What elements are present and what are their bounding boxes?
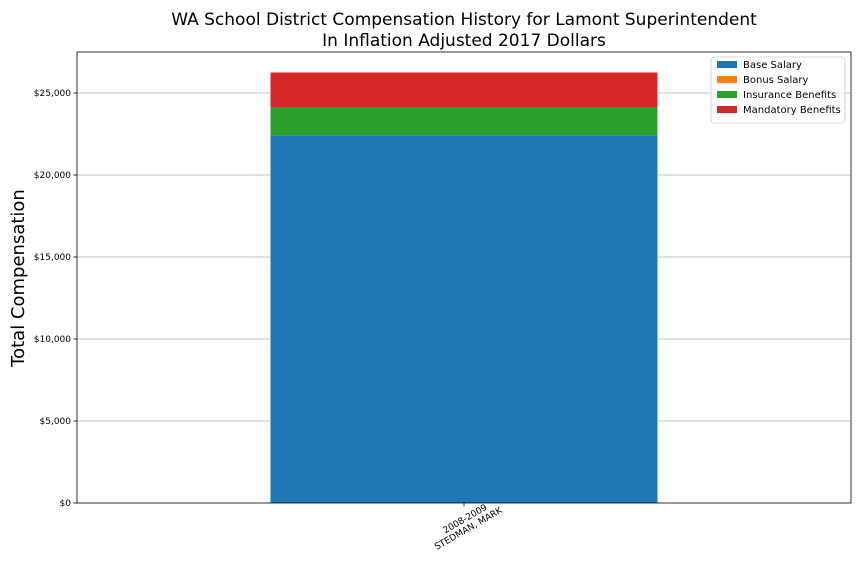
legend-swatch — [717, 91, 737, 98]
y-tick-label: $25,000 — [34, 89, 71, 99]
legend-label: Insurance Benefits — [743, 90, 836, 101]
legend-frame — [710, 56, 846, 124]
legend: Base Salary Bonus Salary Insurance Benefit… — [710, 56, 846, 124]
legend-swatch — [717, 61, 737, 68]
y-tick-label: $0 — [60, 499, 72, 509]
bar-segment — [270, 72, 658, 108]
chart-title: WA School District Compensation History … — [171, 10, 757, 30]
chart-subtitle: In Inflation Adjusted 2017 Dollars — [322, 31, 606, 51]
legend-label: Bonus Salary — [743, 75, 809, 86]
bar-segment — [270, 107, 658, 136]
y-tick-label: $10,000 — [34, 335, 71, 345]
bars — [270, 72, 658, 503]
legend-swatch — [717, 76, 737, 83]
legend-swatch — [717, 106, 737, 113]
y-axis-label: Total Compensation — [8, 189, 29, 368]
y-tick-label: $20,000 — [34, 171, 71, 181]
y-tick-label: $15,000 — [34, 253, 71, 263]
legend-label: Mandatory Benefits — [743, 105, 841, 116]
y-axis-ticks: $0 $5,000 $10,000 $15,000 $20,000 $25,000 — [34, 89, 77, 509]
legend-label: Base Salary — [743, 60, 802, 71]
bar-segment — [270, 135, 658, 503]
y-tick-label: $5,000 — [40, 417, 72, 427]
